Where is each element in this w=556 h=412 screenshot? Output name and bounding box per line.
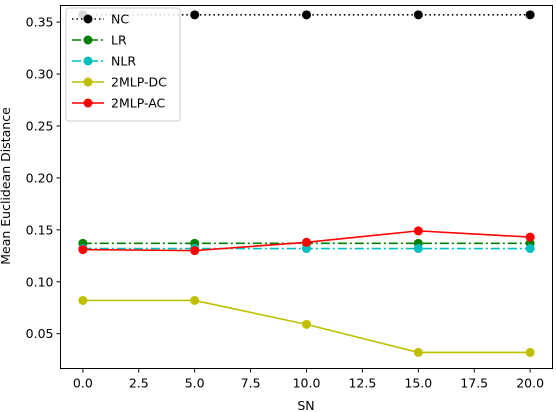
data-point-nc xyxy=(525,10,535,20)
data-point-2mlp-dc xyxy=(78,295,88,305)
legend-marker-lr xyxy=(83,35,93,45)
series-2mlp-ac xyxy=(78,226,535,256)
legend-label-nc: NC xyxy=(111,12,129,27)
y-axis-ticks: 0.05 0.10 0.15 0.20 0.25 0.30 0.35 xyxy=(26,15,61,341)
legend-label-nlr: NLR xyxy=(111,54,136,69)
legend-box xyxy=(65,7,181,122)
data-point-nlr xyxy=(302,244,311,254)
y-tick-label: 0.25 xyxy=(26,118,54,133)
data-point-2mlp-ac xyxy=(413,226,423,236)
legend-entry-2mlp-dc: 2MLP-DC xyxy=(72,75,167,90)
legend-marker-2mlp-dc xyxy=(83,77,93,87)
legend-marker-nlr xyxy=(83,56,93,66)
legend-label-lr: LR xyxy=(111,33,127,48)
legend-label-2mlp-ac: 2MLP-AC xyxy=(111,96,166,111)
x-tick-label: 10.0 xyxy=(293,376,321,391)
series-layer xyxy=(78,10,535,357)
data-point-nlr xyxy=(525,244,535,254)
x-tick-label: 5.0 xyxy=(185,376,205,391)
data-point-2mlp-ac xyxy=(78,245,88,255)
x-tick-label: 12.5 xyxy=(348,376,376,391)
data-point-2mlp-ac xyxy=(302,237,311,247)
data-point-nc xyxy=(413,10,423,20)
legend-entry-lr: LR xyxy=(72,33,127,48)
data-point-nc xyxy=(190,10,200,20)
data-point-2mlp-ac xyxy=(525,232,535,242)
y-tick-label: 0.10 xyxy=(26,274,54,289)
data-point-2mlp-dc xyxy=(190,295,200,305)
y-tick-label: 0.35 xyxy=(26,15,54,30)
data-point-2mlp-dc xyxy=(413,347,423,357)
y-tick-label: 0.30 xyxy=(26,67,54,82)
data-point-2mlp-dc xyxy=(302,319,311,329)
data-point-nc xyxy=(302,10,311,20)
series-2mlp-dc xyxy=(78,295,535,357)
x-tick-label: 2.5 xyxy=(129,376,149,391)
y-tick-label: 0.05 xyxy=(26,326,54,341)
y-axis-label: Mean Euclidean Distance xyxy=(0,107,13,265)
x-tick-label: 0.0 xyxy=(73,376,93,391)
x-tick-label: 15.0 xyxy=(404,376,432,391)
legend-label-2mlp-dc: 2MLP-DC xyxy=(111,75,167,90)
x-tick-label: 17.5 xyxy=(460,376,488,391)
x-axis-ticks: 0.0 2.5 5.0 7.5 10.0 12.5 15.0 17.5 20.0 xyxy=(73,368,544,391)
x-axis-label: SN xyxy=(297,398,314,412)
legend-marker-nc xyxy=(83,14,93,24)
data-point-nlr xyxy=(413,244,423,254)
legend-entry-2mlp-ac: 2MLP-AC xyxy=(72,96,166,111)
legend-entry-nc: NC xyxy=(72,12,129,27)
data-point-2mlp-ac xyxy=(190,246,200,256)
x-tick-label: 7.5 xyxy=(241,376,261,391)
y-tick-label: 0.15 xyxy=(26,222,54,237)
x-tick-label: 20.0 xyxy=(516,376,544,391)
legend: NC LR NLR 2MLP-DC 2MLP-AC xyxy=(65,7,181,122)
y-tick-label: 0.20 xyxy=(26,170,54,185)
legend-marker-2mlp-ac xyxy=(83,98,93,108)
data-point-2mlp-dc xyxy=(525,347,535,357)
legend-entry-nlr: NLR xyxy=(72,54,136,69)
